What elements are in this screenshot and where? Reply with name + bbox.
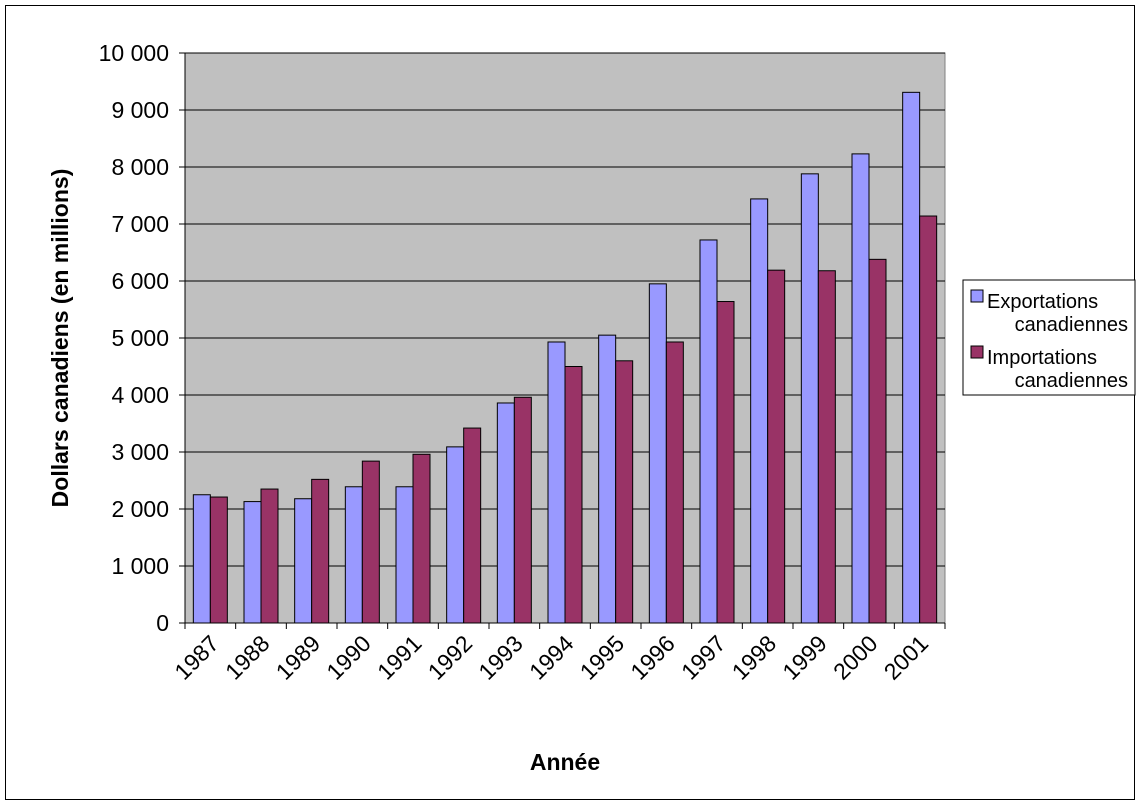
bar-exportations-1991 bbox=[395, 486, 414, 624]
legend-swatch-exportations bbox=[970, 289, 984, 303]
x-tick-label: 1997 bbox=[676, 630, 731, 685]
bar-exportations-1997 bbox=[699, 239, 718, 624]
x-tick-label: 1991 bbox=[372, 630, 427, 685]
bar-exportations-1992 bbox=[446, 446, 465, 624]
bar-exportations-1989 bbox=[294, 498, 313, 624]
x-tick-label: 1990 bbox=[321, 630, 376, 685]
y-tick-label: 10 000 bbox=[99, 40, 169, 66]
bar-importations-1998 bbox=[767, 269, 786, 624]
x-tick-label: 2001 bbox=[879, 630, 934, 685]
legend-label-exportations-line2: canadiennes bbox=[1015, 314, 1128, 336]
bar-importations-1999 bbox=[817, 270, 836, 624]
x-tick-labels: 1987198819891990199119921993199419951996… bbox=[169, 630, 933, 685]
y-tick-label: 3 000 bbox=[111, 439, 169, 465]
bar-exportations-2001 bbox=[902, 91, 921, 624]
legend-label-importations-line2: canadiennes bbox=[1015, 370, 1128, 392]
bar-exportations-1987 bbox=[192, 494, 211, 624]
bar-importations-2000 bbox=[868, 258, 887, 624]
bar-importations-1991 bbox=[412, 453, 431, 624]
y-tick-label: 8 000 bbox=[111, 154, 169, 180]
y-tick-label: 4 000 bbox=[111, 382, 169, 408]
y-tick-label: 6 000 bbox=[111, 268, 169, 294]
y-axis-title: Dollars canadiens (en millions) bbox=[47, 169, 73, 508]
y-tick-labels: 0 1 000 2 000 3 000 4 000 5 000 6 000 7 000 8 00… bbox=[99, 40, 169, 636]
bar-importations-1989 bbox=[311, 478, 330, 624]
bar-importations-1997 bbox=[716, 301, 735, 624]
x-tick-label: 2000 bbox=[828, 630, 883, 685]
bar-exportations-1996 bbox=[648, 283, 667, 624]
bar-exportations-1990 bbox=[344, 486, 363, 624]
bar-importations-1990 bbox=[361, 460, 380, 624]
x-tick-label: 1995 bbox=[575, 630, 630, 685]
legend-label-importations-line1: Importations bbox=[987, 347, 1097, 369]
bar-importations-1992 bbox=[463, 427, 482, 624]
bar-importations-1995 bbox=[615, 360, 634, 624]
x-tick-label: 1998 bbox=[727, 630, 782, 685]
y-tick-label: 5 000 bbox=[111, 325, 169, 351]
bar-exportations-1995 bbox=[598, 334, 617, 624]
legend: Exportations canadiennes Importations ca… bbox=[962, 279, 1136, 396]
bar-importations-1994 bbox=[564, 366, 583, 624]
x-tick-label: 1989 bbox=[271, 630, 326, 685]
x-tick-label: 1987 bbox=[169, 630, 224, 685]
bar-exportations-1994 bbox=[547, 341, 566, 624]
x-tick-label: 1996 bbox=[625, 630, 680, 685]
bars bbox=[192, 91, 938, 624]
bar-importations-1988 bbox=[260, 488, 279, 624]
x-axis-title: Année bbox=[530, 749, 600, 775]
x-tick-label: 1988 bbox=[220, 630, 275, 685]
legend-swatch-importations bbox=[970, 345, 984, 359]
x-tick-label: 1993 bbox=[473, 630, 528, 685]
y-tick-label: 0 bbox=[156, 610, 169, 636]
x-tick-label: 1992 bbox=[423, 630, 478, 685]
y-tick-label: 2 000 bbox=[111, 496, 169, 522]
x-tick-label: 1994 bbox=[524, 630, 579, 685]
legend-box bbox=[962, 279, 1136, 396]
bar-importations-1996 bbox=[665, 341, 684, 624]
bar-importations-1987 bbox=[209, 496, 228, 624]
legend-label-exportations-line1: Exportations bbox=[987, 291, 1098, 313]
bar-exportations-1999 bbox=[800, 173, 819, 624]
bar-exportations-1988 bbox=[243, 501, 262, 624]
bar-exportations-1998 bbox=[750, 198, 769, 624]
y-tick-label: 1 000 bbox=[111, 553, 169, 579]
bar-exportations-1993 bbox=[496, 402, 515, 624]
x-tick-label: 1999 bbox=[777, 630, 832, 685]
axes bbox=[179, 52, 946, 629]
y-tick-label: 7 000 bbox=[111, 211, 169, 237]
y-tick-label: 9 000 bbox=[111, 97, 169, 123]
bar-exportations-2000 bbox=[851, 153, 870, 624]
bar-importations-2001 bbox=[919, 215, 938, 624]
bar-importations-1993 bbox=[513, 396, 532, 624]
